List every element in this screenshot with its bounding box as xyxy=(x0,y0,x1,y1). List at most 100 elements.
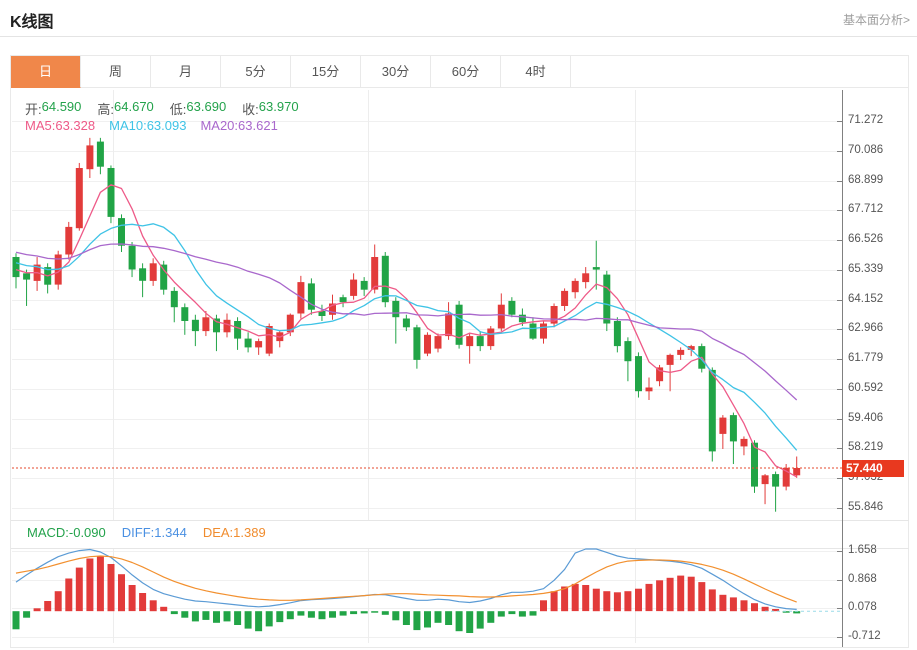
legend-item: MA5: 63.328 xyxy=(25,118,96,133)
kline-widget-frame xyxy=(10,55,909,648)
tab-bar-filler xyxy=(571,56,908,88)
candle-body xyxy=(339,297,347,303)
candle-body xyxy=(476,336,484,347)
macd-bar xyxy=(571,583,579,612)
candle-body xyxy=(202,317,210,332)
macd-bar xyxy=(455,611,463,632)
macd-bar xyxy=(719,594,727,612)
interval-tab-bar: 日周月 5分 15分 30分 60分 4时 xyxy=(11,56,908,88)
macd-axis-label: 0.078 xyxy=(848,601,877,613)
macd-bar xyxy=(149,600,157,612)
candle-body xyxy=(772,474,780,487)
macd-bar xyxy=(729,597,737,612)
macd-bar xyxy=(181,611,189,618)
candle-body xyxy=(149,263,157,281)
candle-body xyxy=(708,369,716,452)
macd-bar xyxy=(350,611,358,615)
macd-bar xyxy=(75,567,83,612)
macd-bar xyxy=(687,576,695,612)
candle-body xyxy=(561,290,569,306)
candle-body xyxy=(23,273,31,280)
macd-bar xyxy=(318,611,326,620)
candle-body xyxy=(329,303,336,315)
ohlc-legend: 开: 64.590 高: 64.670 低: 63.690 收: 63.970 xyxy=(25,99,299,118)
macd-bar xyxy=(413,611,421,631)
macd-bar xyxy=(782,611,790,613)
macd-bar xyxy=(550,591,558,612)
tab-日[interactable]: 日 xyxy=(11,56,81,88)
tab-15分[interactable]: 15分 xyxy=(291,56,361,88)
macd-bar xyxy=(191,611,199,622)
candle-body xyxy=(318,311,326,316)
candle-body xyxy=(508,300,516,315)
candle-body xyxy=(613,321,621,347)
macd-bar xyxy=(487,611,495,623)
macd-bar xyxy=(761,606,769,612)
legend-item: MA20: 63.621 xyxy=(200,118,278,133)
macd-bar xyxy=(434,611,442,623)
macd-axis-label: 0.868 xyxy=(848,573,877,585)
tab-30分[interactable]: 30分 xyxy=(361,56,431,88)
page-title: K线图 xyxy=(10,14,54,31)
macd-bar xyxy=(508,611,516,615)
candle-body xyxy=(160,264,168,290)
macd-bar xyxy=(286,611,294,620)
tab-4时[interactable]: 4时 xyxy=(501,56,571,88)
macd-bar xyxy=(276,611,284,623)
macd-bar xyxy=(582,585,590,612)
macd-bar xyxy=(772,609,780,612)
macd-bar xyxy=(424,611,431,628)
legend-item: 开: 64.590 xyxy=(25,99,82,117)
candle-body xyxy=(234,321,242,339)
legend-item: MACD: -0.090 xyxy=(27,525,106,540)
price-axis-label: 67.712 xyxy=(848,203,884,215)
current-price-badge: 57.440 xyxy=(842,460,904,477)
tab-60分[interactable]: 60分 xyxy=(431,56,501,88)
macd-bar xyxy=(202,611,210,620)
macd-bar xyxy=(297,611,305,616)
ma-legend: MA5: 63.328 MA10: 63.093 MA20: 63.621 xyxy=(25,118,278,133)
macd-bar xyxy=(540,600,547,612)
candle-body xyxy=(392,300,400,318)
candle-body xyxy=(687,346,695,350)
price-axis-label: 55.846 xyxy=(848,501,884,513)
candle-body xyxy=(96,141,104,167)
candle-body xyxy=(571,280,579,293)
candle-body xyxy=(656,367,664,382)
tab-周[interactable]: 周 xyxy=(81,56,151,88)
candle-body xyxy=(170,290,178,308)
candle-body xyxy=(582,273,590,283)
candle-body xyxy=(793,468,801,476)
candle-body xyxy=(729,415,737,442)
candle-body xyxy=(86,145,94,170)
price-axis-label: 71.272 xyxy=(848,114,884,126)
macd-bar xyxy=(613,592,621,612)
candle-body xyxy=(265,326,273,354)
macd-bar xyxy=(635,588,642,612)
macd-bar xyxy=(518,611,526,617)
macd-bar xyxy=(118,574,125,612)
price-axis-label: 62.966 xyxy=(848,322,884,334)
candle-body xyxy=(603,274,611,324)
price-axis-label: 66.526 xyxy=(848,233,884,245)
candle-body xyxy=(128,245,136,270)
candle-body xyxy=(540,323,547,339)
macd-bar xyxy=(592,588,600,612)
macd-bar xyxy=(139,593,147,612)
macd-bar xyxy=(698,582,706,612)
macd-bar xyxy=(160,606,168,612)
price-axis-label: 60.592 xyxy=(848,382,884,394)
macd-legend: MACD: -0.090 DIFF: 1.344 DEA: 1.389 xyxy=(27,525,266,540)
macd-bar xyxy=(329,611,336,618)
candle-body xyxy=(181,307,189,321)
candle-body xyxy=(487,328,495,347)
candle-body xyxy=(213,318,220,333)
macd-bar xyxy=(708,589,716,612)
candle-body xyxy=(751,442,758,487)
tab-5分[interactable]: 5分 xyxy=(221,56,291,88)
candle-body xyxy=(424,334,431,354)
fundamental-analysis-link[interactable]: 基本面分析> xyxy=(842,13,910,27)
tab-月[interactable]: 月 xyxy=(151,56,221,88)
macd-bar xyxy=(265,611,273,627)
